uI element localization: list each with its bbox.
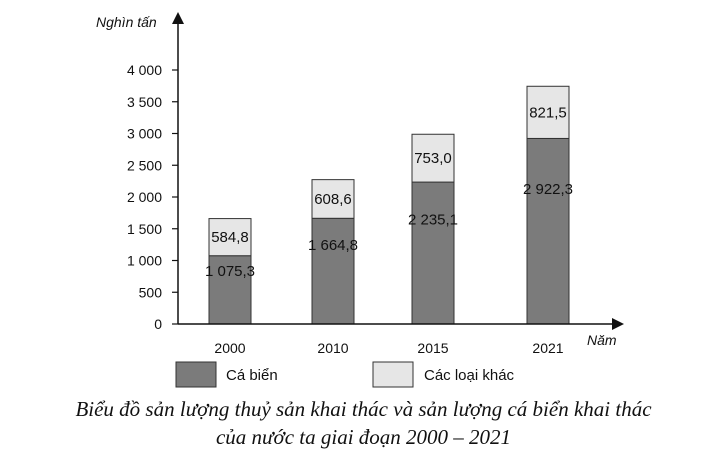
data-label: 1 664,8 [308, 237, 358, 254]
y-tick-label: 1 000 [127, 253, 162, 269]
legend-label-cac-loai-khac: Các loại khác [424, 367, 515, 384]
data-label: 2 235,1 [408, 212, 458, 229]
bar-segment-ca-bien [208, 255, 252, 325]
y-tick-label: 2 500 [127, 157, 162, 173]
stacked-bar-chart: 1 075,3 584,8 1 664,8 608,6 2 235,1 753,0 2 92… [96, 12, 624, 388]
x-tick-label: 2000 [214, 340, 245, 356]
data-label: 821,5 [529, 104, 567, 121]
caption-line-1: Biểu đồ sản lượng thuỷ sản khai thác và … [75, 397, 652, 421]
bar-segment-cac-loai-khac [311, 179, 355, 219]
x-tick-label: 2015 [417, 340, 448, 356]
y-axis-title: Nghìn tấn [96, 14, 157, 30]
y-tick-label: 2 000 [127, 189, 162, 205]
legend-swatch-cac-loai-khac [372, 361, 414, 388]
y-tick-label: 4 000 [127, 62, 162, 78]
data-label: 1 075,3 [205, 263, 255, 280]
x-tick-label: 2010 [317, 340, 348, 356]
legend-label-ca-bien: Cá biển [226, 367, 278, 384]
bar-segment-cac-loai-khac [208, 218, 252, 257]
bar-segment-cac-loai-khac [411, 133, 455, 183]
legend-swatch-ca-bien [175, 361, 217, 388]
bar-segment-ca-bien [526, 137, 570, 325]
bar-segment-cac-loai-khac [526, 85, 570, 139]
data-label: 2 922,3 [523, 181, 573, 198]
data-labels-layer: 1 075,3 584,8 1 664,8 608,6 2 235,1 753,0 2 92… [205, 104, 573, 280]
data-label: 608,6 [314, 191, 352, 208]
bars-layer [208, 85, 570, 325]
x-ticks-layer: 2000 2010 2015 2021 [214, 340, 563, 356]
data-label: 584,8 [211, 229, 249, 246]
data-label: 753,0 [414, 150, 452, 167]
y-ticks-layer: 0 500 1 000 1 500 2 000 2 500 3 000 3 500 4 000 [127, 62, 178, 332]
caption-line-2: của nước ta giai đoạn 2000 – 2021 [215, 425, 512, 449]
y-tick-label: 500 [139, 284, 163, 300]
y-tick-label: 0 [154, 316, 162, 332]
bar-segment-ca-bien [311, 217, 355, 325]
x-tick-label: 2021 [532, 340, 563, 356]
y-tick-label: 1 500 [127, 221, 162, 237]
bar-segment-ca-bien [411, 181, 455, 325]
y-tick-label: 3 000 [127, 126, 162, 142]
legend: Cá biển Các loại khác [175, 361, 515, 388]
y-tick-label: 3 500 [127, 94, 162, 110]
x-axis-title: Năm [587, 332, 617, 348]
